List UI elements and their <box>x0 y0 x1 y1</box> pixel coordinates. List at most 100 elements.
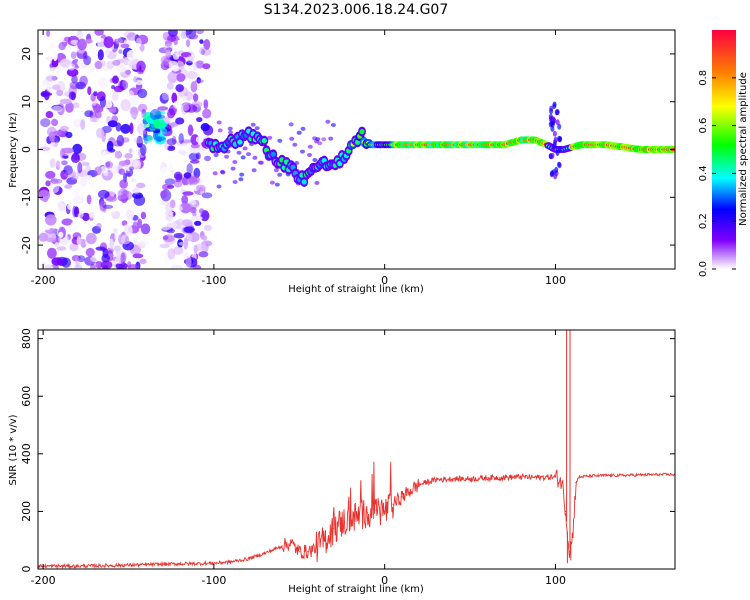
spectrogram-noise-blob <box>120 234 131 245</box>
spectrogram-noise-blob <box>127 264 140 269</box>
snr-point <box>384 510 386 512</box>
spectrogram-noise-blob <box>139 240 150 246</box>
spectrogram-noise-blob <box>93 91 98 97</box>
spectrogram-noise-blob <box>124 90 134 98</box>
snr-x-tick-label: 100 <box>545 574 566 587</box>
spectrogram-noise-blob <box>51 58 59 68</box>
spectrogram-y-tick-label: 20 <box>20 47 33 61</box>
snr-plot-area <box>38 330 675 569</box>
spectrogram-noise-blob <box>181 95 188 101</box>
snr-x-tick-label: -200 <box>31 574 56 587</box>
spectrogram-noise-blob <box>203 171 209 179</box>
colorbar-gradient <box>712 30 736 269</box>
spectrogram-noise-blob <box>199 47 207 56</box>
snr-series <box>38 330 675 569</box>
spectrogram-noise-blob <box>39 146 51 152</box>
spectrogram-noise-blob <box>70 39 79 45</box>
snr-point <box>575 482 577 484</box>
spectrogram-noise-blob <box>192 61 198 71</box>
spectrogram-ridge-spread <box>552 101 557 108</box>
spectrogram-noise-blob <box>96 127 105 139</box>
spectrogram-noise-blob <box>195 136 204 143</box>
snr-y-tick-label: 600 <box>20 386 33 407</box>
spectrogram-noise-blob <box>61 218 73 226</box>
spectrogram-noise-blob <box>84 110 93 118</box>
spectrogram-noise-blob <box>300 126 306 131</box>
spectrogram-noise-blob <box>185 71 198 80</box>
spectrogram-noise <box>38 30 336 269</box>
spectrogram-ridge-spread <box>555 149 560 156</box>
spectrogram-noise-blob <box>267 135 273 140</box>
spectrogram-noise-blob <box>167 184 175 189</box>
snr-point <box>298 551 300 553</box>
spectrogram-y-tick-label: 0 <box>20 146 33 153</box>
spectrogram-noise-blob <box>228 130 233 135</box>
snr-x-tick-label: -100 <box>201 574 226 587</box>
snr-y-tick-label: 400 <box>20 443 33 464</box>
spectrogram-noise-blob <box>112 244 124 252</box>
spectrogram-noise-blob <box>79 102 87 110</box>
spectrogram-noise-blob <box>88 212 95 219</box>
spectrogram-noise-blob <box>113 85 124 93</box>
spectrogram-y-tick-label: 10 <box>20 95 33 109</box>
spectrogram-noise-blob <box>76 30 83 39</box>
spectrogram-noise-blob <box>67 63 76 71</box>
snr-point <box>375 509 377 511</box>
spectrogram-noise-blob <box>173 100 181 109</box>
spectrogram-noise-blob <box>48 181 60 194</box>
spectrogram-noise-blob <box>72 143 83 154</box>
spectrogram-noise-blob <box>181 195 189 205</box>
spectrogram-noise-blob <box>171 92 178 104</box>
spectrogram-noise-blob <box>102 265 109 269</box>
spectrogram-noise-blob <box>64 184 73 189</box>
spectrogram-noise-blob <box>85 39 93 44</box>
snr-panel: -200 -100 0 100 0 200 400 600 800 Height of str… <box>8 328 676 595</box>
spectrogram-noise-blob <box>132 253 144 259</box>
snr-point <box>392 503 394 505</box>
spectrogram-noise-blob <box>172 52 180 60</box>
spectrogram-noise-blob <box>75 81 86 90</box>
snr-point <box>568 551 570 553</box>
snr-point <box>332 528 334 530</box>
spectrogram-noise-blob <box>190 200 197 206</box>
spectrogram-noise-blob <box>116 134 125 147</box>
spectrogram-noise-blob <box>111 210 121 220</box>
spectrogram-y-ticks: -20 -10 0 10 20 <box>20 47 675 254</box>
spectrogram-noise-blob <box>45 180 51 187</box>
spectrogram-noise-blob <box>185 30 196 39</box>
spectrogram-noise-blob <box>224 154 230 159</box>
spectrogram-noise-blob <box>203 224 212 231</box>
spectrogram-noise-blob <box>61 160 68 166</box>
spectrogram-noise-blob <box>72 102 80 109</box>
snr-point <box>264 552 266 554</box>
snr-y-tick-label: 200 <box>20 501 33 522</box>
snr-point <box>409 490 411 492</box>
snr-point <box>401 496 403 498</box>
snr-point <box>578 476 581 478</box>
spectrogram-noise-blob <box>201 235 208 241</box>
spectrogram-noise-blob <box>40 118 51 128</box>
spectrogram-noise-blob <box>137 218 143 229</box>
spectrogram-noise-blob <box>101 60 106 67</box>
snr-frame <box>37 329 676 570</box>
snr-point <box>76 565 78 567</box>
spectrogram-noise-blob <box>140 211 147 220</box>
spectrogram-noise-blob <box>68 91 77 100</box>
spectrogram-noise-blob <box>95 246 106 251</box>
spectrogram-noise-blob <box>289 136 295 141</box>
spectrogram-noise-blob <box>156 136 166 141</box>
spectrogram-noise-blob <box>202 108 212 119</box>
spectrogram-noise-blob <box>195 184 206 192</box>
spectrogram-noise-blob <box>132 221 139 234</box>
spectrogram-noise-blob <box>183 172 192 179</box>
spectrogram-noise-blob <box>53 130 63 136</box>
spectrogram-noise-blob <box>103 182 116 187</box>
spectrogram-noise-blob <box>166 138 177 146</box>
spectrogram-noise-blob <box>44 264 54 269</box>
spectrogram-noise-blob <box>47 247 57 259</box>
spectrogram-noise-blob <box>325 119 331 124</box>
spectrogram-noise-blob <box>188 175 200 185</box>
spectrogram-noise-blob <box>86 194 92 205</box>
spectrogram-noise-blob <box>114 150 123 159</box>
snr-point <box>418 484 420 486</box>
